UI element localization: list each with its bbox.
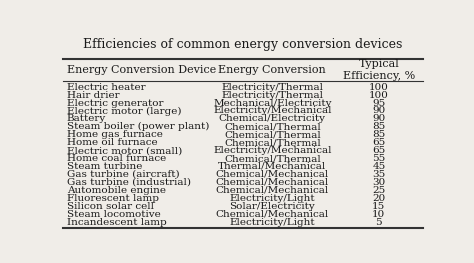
Text: Automobile engine: Automobile engine [66, 186, 165, 195]
Text: Electricity/Mechanical: Electricity/Mechanical [213, 146, 332, 155]
Text: Mechanical/Electricity: Mechanical/Electricity [213, 99, 332, 108]
Text: 15: 15 [372, 202, 385, 211]
Text: Silicon solar cell: Silicon solar cell [66, 202, 154, 211]
Text: Electricity/Thermal: Electricity/Thermal [221, 83, 323, 92]
Text: Electricity/Thermal: Electricity/Thermal [221, 90, 323, 100]
Text: 5: 5 [375, 218, 382, 226]
Text: 30: 30 [372, 178, 385, 187]
Text: Chemical/Thermal: Chemical/Thermal [224, 122, 321, 131]
Text: 10: 10 [372, 210, 385, 219]
Text: Chemical/Mechanical: Chemical/Mechanical [216, 210, 329, 219]
Text: Hair drier: Hair drier [66, 90, 119, 100]
Text: Chemical/Mechanical: Chemical/Mechanical [216, 170, 329, 179]
Text: Electric motor (small): Electric motor (small) [66, 146, 182, 155]
Text: 25: 25 [372, 186, 385, 195]
Text: 85: 85 [372, 130, 385, 139]
Text: Incandescent lamp: Incandescent lamp [66, 218, 166, 226]
Text: Chemical/Electricity: Chemical/Electricity [219, 114, 326, 123]
Text: Fluorescent lamp: Fluorescent lamp [66, 194, 159, 203]
Text: Efficiencies of common energy conversion devices: Efficiencies of common energy conversion… [83, 38, 402, 51]
Text: Chemical/Thermal: Chemical/Thermal [224, 154, 321, 163]
Text: 65: 65 [372, 146, 385, 155]
Text: Chemical/Mechanical: Chemical/Mechanical [216, 178, 329, 187]
Text: Typical
Efficiency, %: Typical Efficiency, % [343, 59, 415, 81]
Text: Electric heater: Electric heater [66, 83, 145, 92]
Text: Thermal/Mechanical: Thermal/Mechanical [218, 162, 327, 171]
Text: Chemical/Thermal: Chemical/Thermal [224, 130, 321, 139]
Text: Electric generator: Electric generator [66, 99, 163, 108]
Text: Battery: Battery [66, 114, 106, 123]
Text: Home coal furnace: Home coal furnace [66, 154, 166, 163]
Text: 45: 45 [372, 162, 385, 171]
Text: Steam locomotive: Steam locomotive [66, 210, 160, 219]
Text: Steam turbine: Steam turbine [66, 162, 142, 171]
Text: 100: 100 [369, 83, 389, 92]
Text: Electricity/Light: Electricity/Light [229, 194, 315, 203]
Text: 20: 20 [372, 194, 385, 203]
Text: Electric motor (large): Electric motor (large) [66, 107, 181, 115]
Text: Gas turbine (aircraft): Gas turbine (aircraft) [66, 170, 179, 179]
Text: Electricity/Mechanical: Electricity/Mechanical [213, 107, 332, 115]
Text: Solar/Electricity: Solar/Electricity [229, 202, 315, 211]
Text: 90: 90 [372, 107, 385, 115]
Text: Home gas furnace: Home gas furnace [66, 130, 163, 139]
Text: Home oil furnace: Home oil furnace [66, 138, 157, 147]
Text: Chemical/Thermal: Chemical/Thermal [224, 138, 321, 147]
Text: 85: 85 [372, 122, 385, 131]
Text: Energy Conversion: Energy Conversion [219, 65, 326, 75]
Text: Electricity/Light: Electricity/Light [229, 218, 315, 226]
Text: 35: 35 [372, 170, 385, 179]
Text: 65: 65 [372, 138, 385, 147]
Text: 55: 55 [372, 154, 385, 163]
Text: Gas turbine (industrial): Gas turbine (industrial) [66, 178, 191, 187]
Text: 95: 95 [372, 99, 385, 108]
Text: 100: 100 [369, 90, 389, 100]
Text: Steam boiler (power plant): Steam boiler (power plant) [66, 122, 209, 132]
Text: Energy Conversion Device: Energy Conversion Device [66, 65, 216, 75]
Text: Chemical/Mechanical: Chemical/Mechanical [216, 186, 329, 195]
Text: 90: 90 [372, 114, 385, 123]
